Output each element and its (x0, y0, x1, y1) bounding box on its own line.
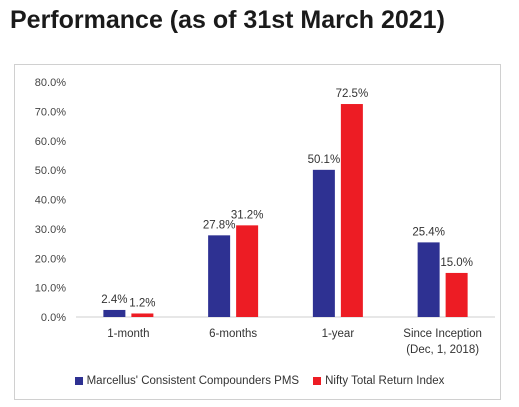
bar-series-2 (131, 313, 154, 317)
legend-item-series-1: Marcellus' Consistent Compounders PMS (74, 375, 300, 387)
y-tick-label: 10.0% (35, 283, 66, 295)
chart-legend: Marcellus' Consistent Compounders PMS Ni… (0, 375, 519, 387)
x-tick-label: 1-year (322, 328, 355, 340)
x-tick-label: Since Inception (403, 328, 482, 340)
data-label: 2.4% (101, 294, 127, 306)
y-tick-label: 70.0% (35, 106, 66, 118)
x-tick-label: (Dec, 1, 2018) (406, 344, 479, 356)
y-tick-label: 30.0% (35, 224, 66, 236)
data-label: 72.5% (336, 88, 369, 100)
data-label: 15.0% (440, 257, 473, 269)
y-tick-label: 20.0% (35, 253, 66, 265)
bar-series-2 (236, 225, 259, 317)
data-label: 25.4% (412, 226, 445, 238)
bar-series-2 (445, 272, 468, 317)
legend-item-series-2: Nifty Total Return Index (313, 375, 444, 387)
bar-series-1 (208, 235, 231, 317)
y-tick-label: 0.0% (41, 312, 66, 324)
y-tick-label: 50.0% (35, 165, 66, 177)
x-tick-label: 6-months (209, 328, 257, 340)
y-tick-label: 80.0% (35, 77, 66, 89)
y-tick-label: 40.0% (35, 195, 66, 207)
legend-label: Marcellus' Consistent Compounders PMS (86, 375, 300, 387)
y-tick-label: 60.0% (35, 136, 66, 148)
data-label: 1.2% (129, 297, 155, 309)
page-title: Performance (as of 31st March 2021) (10, 6, 445, 34)
data-label: 27.8% (203, 219, 236, 231)
bar-series-1 (417, 242, 440, 317)
legend-label: Nifty Total Return Index (325, 375, 445, 387)
bar-series-1 (103, 309, 126, 317)
legend-swatch (74, 377, 83, 385)
data-label: 31.2% (231, 209, 264, 221)
bar-series-1 (312, 169, 335, 317)
bar-series-2 (340, 104, 363, 317)
legend-swatch (313, 377, 322, 385)
x-tick-label: 1-month (107, 328, 149, 340)
data-label: 50.1% (308, 154, 341, 166)
